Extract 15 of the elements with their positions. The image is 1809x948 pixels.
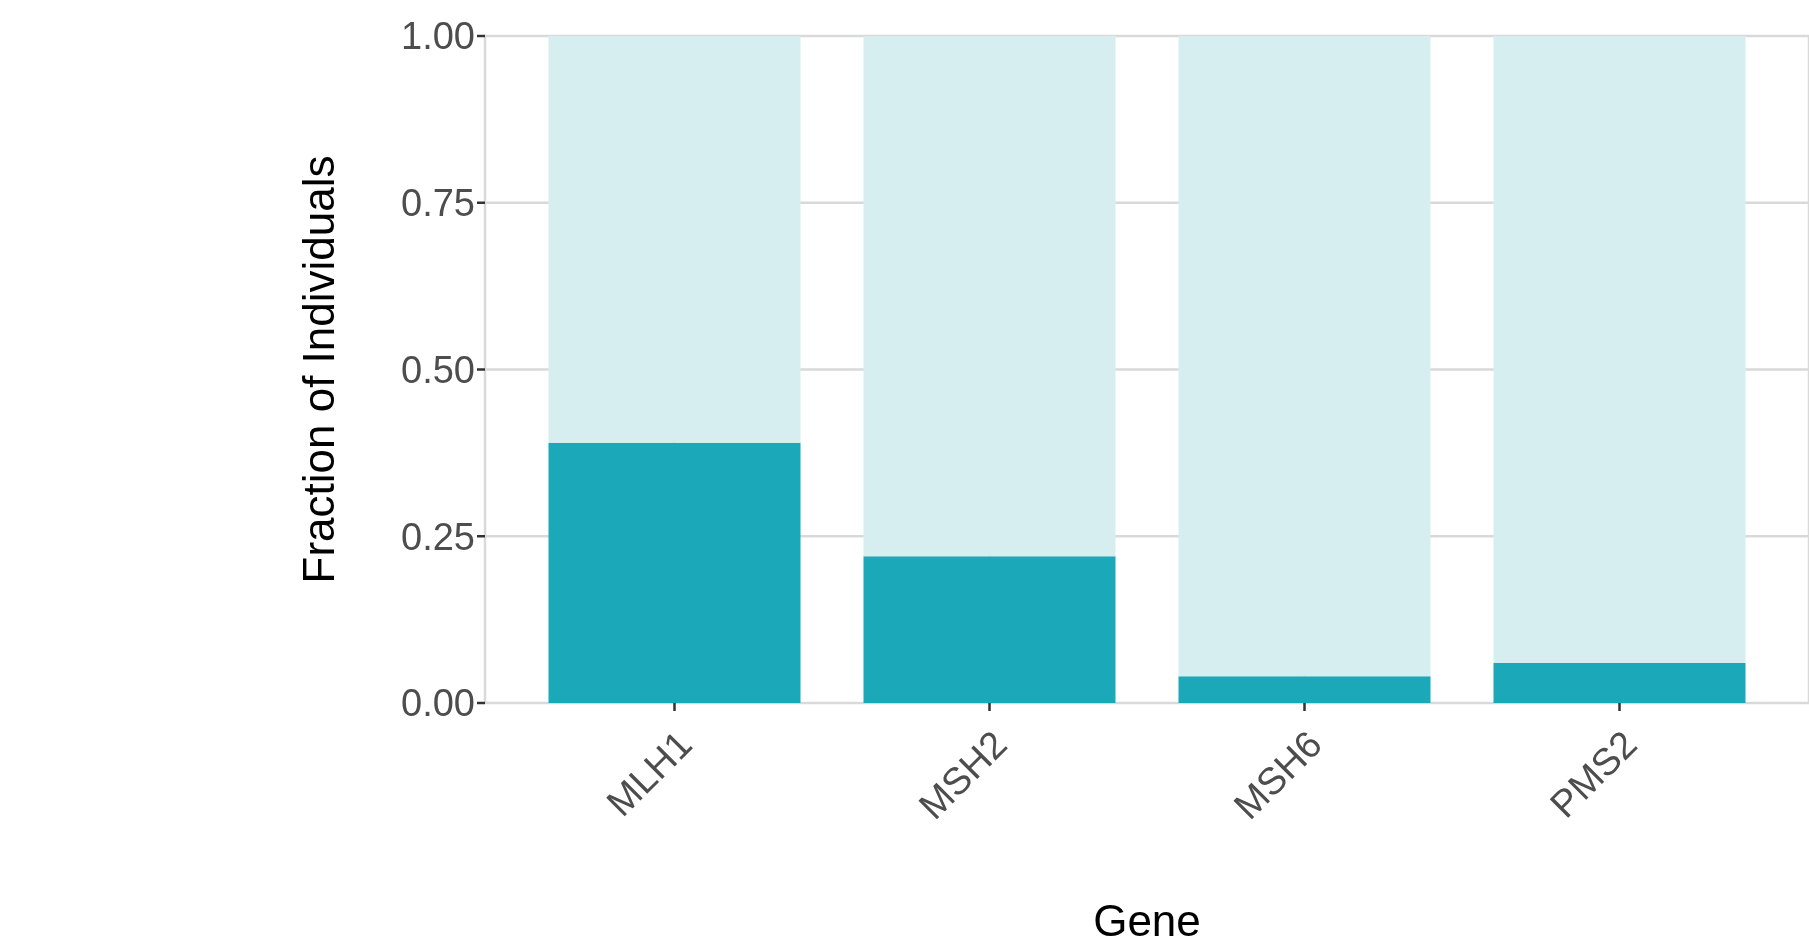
bar	[548, 36, 801, 443]
bar	[1178, 36, 1431, 677]
bar	[1493, 36, 1746, 663]
y-tick-label: 0.75	[401, 182, 475, 225]
y-tick-label: 1.00	[401, 15, 475, 58]
bar	[1178, 676, 1431, 703]
bar	[863, 36, 1116, 557]
y-tick-label: 0.25	[401, 515, 475, 558]
y-tick-label: 0.00	[401, 682, 475, 725]
bar	[1493, 662, 1746, 703]
y-axis-title: Fraction of Individuals	[293, 155, 343, 584]
x-axis-title: Gene	[1093, 896, 1201, 945]
y-tick-label: 0.50	[401, 348, 475, 391]
bar	[548, 442, 801, 703]
bar	[863, 556, 1116, 703]
